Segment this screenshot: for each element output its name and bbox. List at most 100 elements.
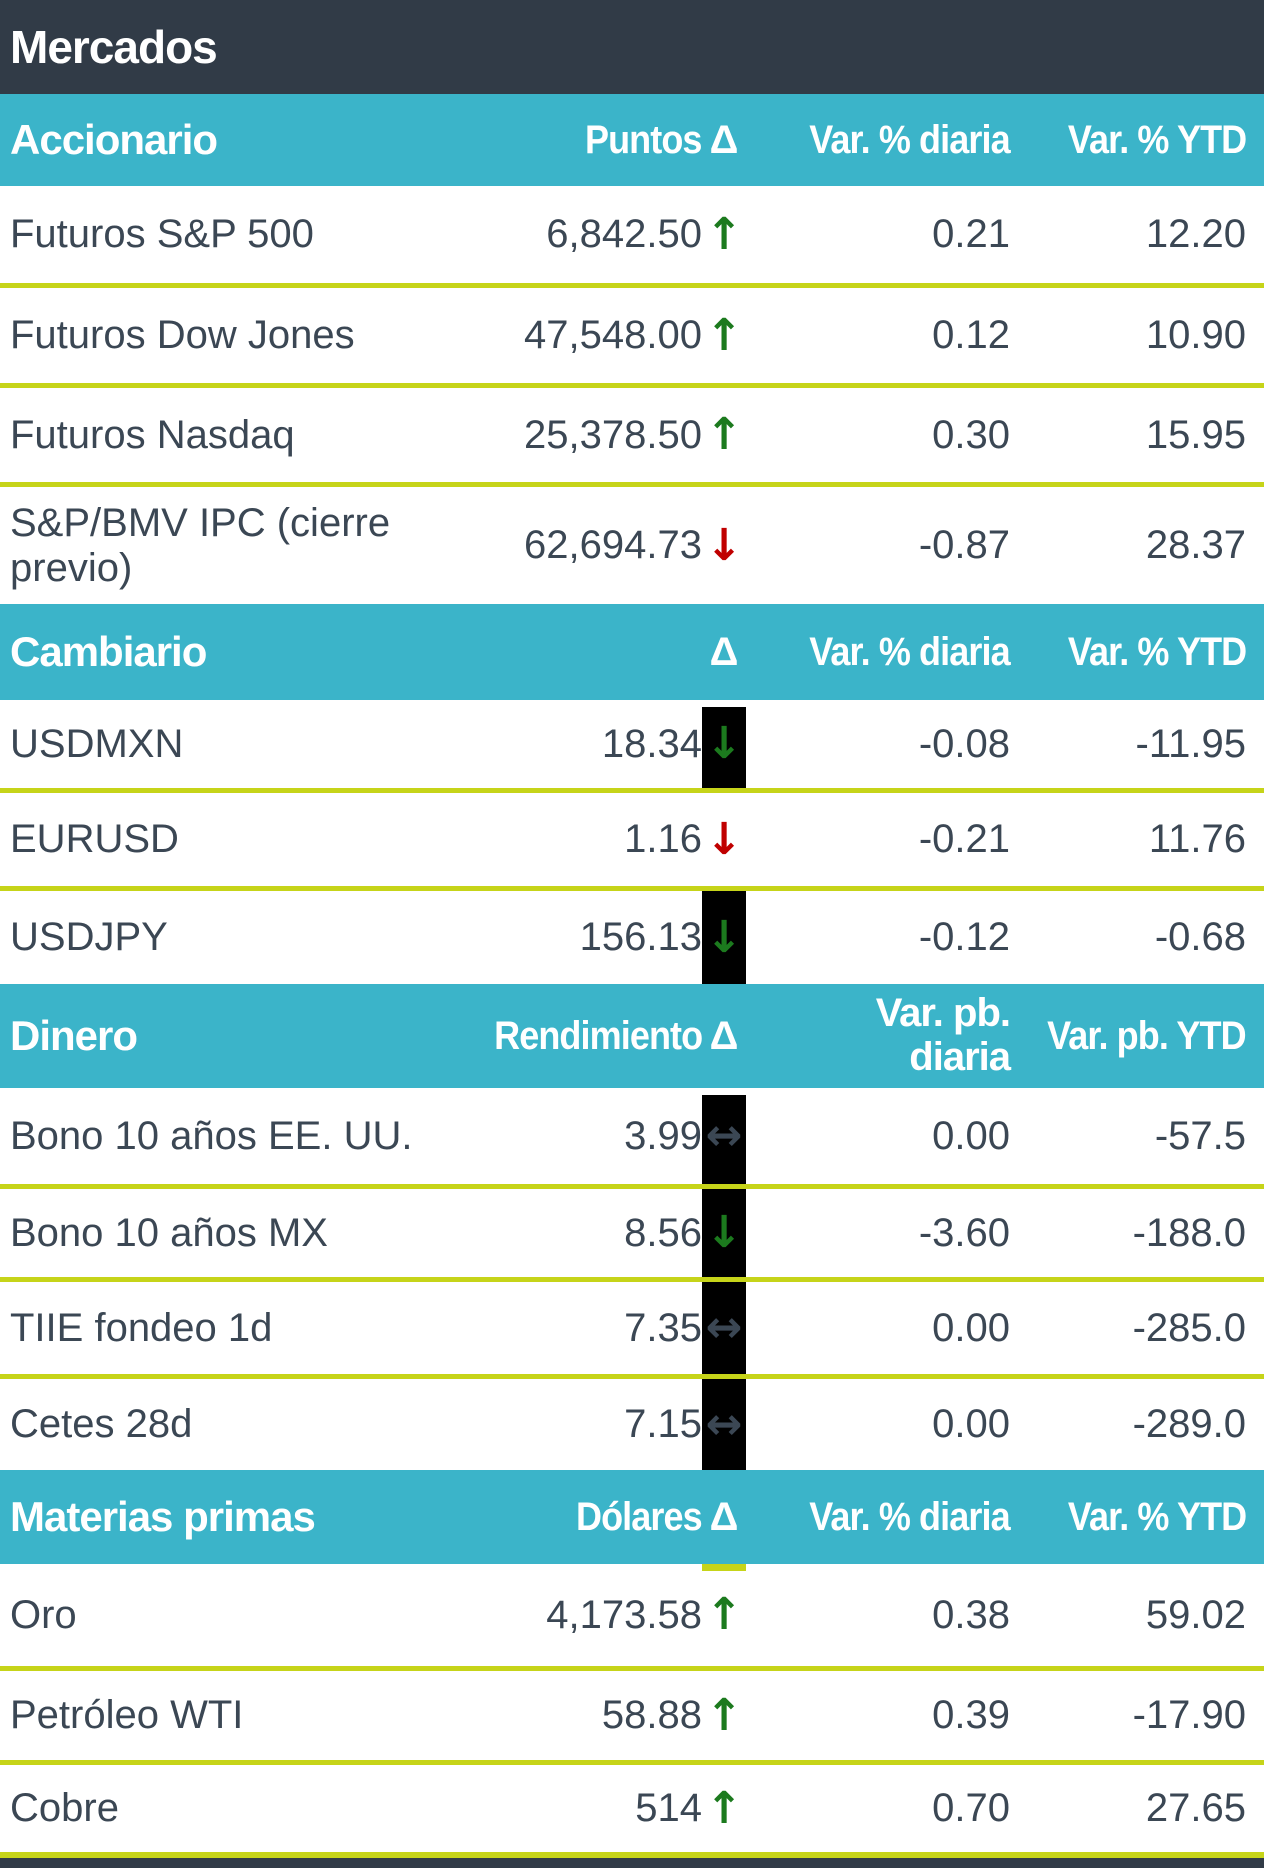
table-row: Oro 4,173.58 ↑ 0.38 59.02 — [0, 1564, 1264, 1666]
trend-icon-cell: ↓ — [702, 700, 746, 788]
row-separator — [0, 886, 1264, 891]
instrument-label: EURUSD — [10, 817, 179, 862]
row-separator — [0, 1666, 1264, 1671]
section-header-cambiario: Cambiario Δ Var. % diaria Var. % YTD — [0, 604, 1264, 700]
daily-column-header: Var. % diaria — [809, 117, 1011, 162]
trend-icon-cell: ↔ — [702, 1282, 746, 1374]
section-header-accionario: Accionario Puntos Δ Var. % diaria Var. %… — [0, 94, 1264, 186]
table-row: Futuros S&P 500 6,842.50 ↑ 0.21 12.20 — [0, 186, 1264, 283]
daily-change: 0.70 — [932, 1786, 1010, 1830]
table-row: S&P/BMV IPC (cierre previo) 62,694.73 ↓ … — [0, 487, 1264, 604]
section-title: Accionario — [10, 116, 218, 163]
table-row: Cetes 28d 7.15 ↔ 0.00 -289.0 — [0, 1379, 1264, 1470]
ytd-column-header: Var. % YTD — [1067, 1494, 1247, 1539]
instrument-label: S&P/BMV IPC (cierre previo) — [10, 500, 391, 590]
section-title: Materias primas — [10, 1493, 316, 1540]
page-title: Mercados — [10, 21, 218, 73]
instrument-value: 25,378.50 — [524, 412, 702, 457]
ytd-change: -285.0 — [1132, 1305, 1246, 1350]
daily-change: 0.30 — [932, 412, 1010, 457]
daily-change: 0.38 — [932, 1592, 1010, 1637]
table-row: Cobre 514 ↑ 0.70 27.65 — [0, 1765, 1264, 1852]
delta-column-header: Δ — [709, 1013, 739, 1058]
daily-change: 0.12 — [932, 313, 1010, 357]
daily-change: 0.21 — [932, 212, 1010, 256]
daily-column-header: Var. pb. diaria — [875, 991, 1011, 1079]
trend-flat-icon: ↔ — [705, 1398, 743, 1450]
trend-icon-cell: ↓ — [702, 1189, 746, 1277]
trend-down-icon: ↓ — [705, 519, 743, 571]
daily-change: -3.60 — [918, 1210, 1010, 1255]
ytd-change: 11.76 — [1148, 817, 1246, 861]
ytd-change: 15.95 — [1145, 412, 1246, 457]
ytd-change: 10.90 — [1145, 313, 1246, 357]
table-row: TIIE fondeo 1d 7.35 ↔ 0.00 -285.0 — [0, 1282, 1264, 1374]
instrument-label: TIIE fondeo 1d — [10, 1305, 273, 1350]
instrument-value: 3.99 — [624, 1113, 702, 1158]
section-header-dinero: Dinero Rendimiento Δ Var. pb. diaria Var… — [0, 984, 1264, 1088]
trend-up-icon: ↑ — [705, 1689, 743, 1741]
ytd-change: -57.5 — [1154, 1113, 1246, 1158]
instrument-value: 58.88 — [601, 1693, 702, 1737]
delta-column-header: Δ — [709, 117, 739, 162]
delta-column-header: Δ — [709, 629, 739, 674]
trend-down-icon: ↓ — [705, 1207, 743, 1258]
trend-flat-icon: ↔ — [705, 1110, 743, 1161]
trend-icon-cell: ↑ — [702, 388, 746, 482]
ytd-column-header: Var. % YTD — [1067, 117, 1247, 162]
value-column-header: Puntos — [585, 117, 702, 162]
row-separator — [0, 383, 1264, 388]
instrument-value: 7.35 — [624, 1305, 702, 1350]
instrument-value: 7.15 — [624, 1402, 702, 1446]
table-row: EURUSD 1.16 ↓ -0.21 11.76 — [0, 793, 1264, 886]
row-separator — [0, 1760, 1264, 1765]
title-bar: Mercados — [0, 0, 1264, 94]
table-row: USDMXN 18.34 ↓ -0.08 -11.95 — [0, 700, 1264, 788]
trend-icon-cell: ↑ — [702, 1671, 746, 1760]
row-separator — [0, 1374, 1264, 1379]
instrument-value: 6,842.50 — [546, 212, 702, 256]
row-separator — [0, 1184, 1264, 1189]
ytd-column-header: Var. pb. YTD — [1047, 1013, 1247, 1058]
table-row: Bono 10 años MX 8.56 ↓ -3.60 -188.0 — [0, 1189, 1264, 1277]
ytd-change: 27.65 — [1145, 1786, 1246, 1830]
trend-icon-cell: ↑ — [702, 186, 746, 283]
instrument-label: USDJPY — [10, 915, 168, 960]
ytd-change: 12.20 — [1145, 212, 1246, 256]
instrument-value: 156.13 — [579, 915, 702, 959]
row-separator — [0, 788, 1264, 793]
daily-change: 0.00 — [932, 1402, 1010, 1446]
instrument-value: 8.56 — [624, 1210, 702, 1255]
daily-change: -0.87 — [918, 523, 1010, 567]
trend-up-icon: ↑ — [705, 1782, 743, 1834]
instrument-label: Futuros Nasdaq — [10, 412, 295, 457]
daily-change: -0.21 — [918, 817, 1010, 861]
row-separator — [0, 482, 1264, 487]
instrument-label: Cobre — [10, 1786, 119, 1831]
instrument-label: USDMXN — [10, 721, 184, 766]
section-title: Cambiario — [10, 628, 207, 675]
instrument-label: Petróleo WTI — [10, 1693, 244, 1738]
row-separator — [0, 1277, 1264, 1282]
row-separator — [0, 283, 1264, 288]
ytd-change: -11.95 — [1135, 721, 1246, 766]
bottom-bar — [0, 1858, 1264, 1868]
daily-change: -0.12 — [918, 915, 1010, 959]
instrument-value: 4,173.58 — [546, 1592, 702, 1637]
instrument-value: 47,548.00 — [524, 313, 702, 357]
table-row: Futuros Dow Jones 47,548.00 ↑ 0.12 10.90 — [0, 288, 1264, 383]
trend-icon-cell: ↓ — [702, 891, 746, 984]
trend-up-icon: ↑ — [705, 309, 743, 361]
ytd-change: 59.02 — [1145, 1592, 1246, 1637]
table-row: Petróleo WTI 58.88 ↑ 0.39 -17.90 — [0, 1671, 1264, 1760]
ytd-change: -188.0 — [1132, 1210, 1246, 1255]
trend-down-icon: ↓ — [705, 813, 743, 865]
instrument-value: 62,694.73 — [524, 523, 702, 567]
trend-icon-cell: ↑ — [702, 1765, 746, 1852]
trend-icon-cell: ↔ — [702, 1379, 746, 1470]
value-column-header: Rendimiento — [493, 1013, 703, 1058]
instrument-value: 514 — [635, 1786, 702, 1830]
table-row: USDJPY 156.13 ↓ -0.12 -0.68 — [0, 891, 1264, 984]
value-column-header: Dólares — [576, 1494, 703, 1539]
instrument-label: Futuros S&P 500 — [10, 212, 314, 257]
